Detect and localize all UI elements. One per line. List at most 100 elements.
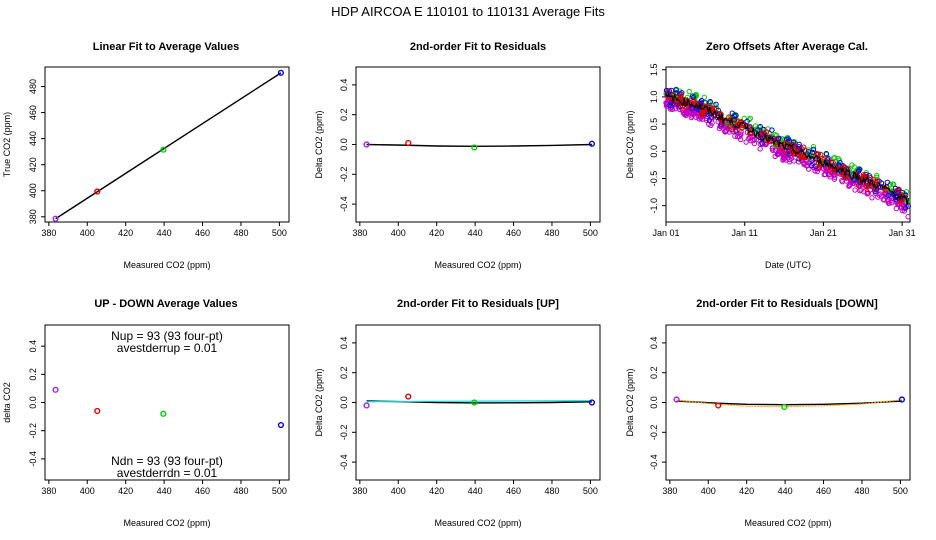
x-axis-label: Date (UTC) (765, 260, 811, 270)
y-tick-label: 420 (28, 157, 38, 172)
y-axis-label: delta CO2 (2, 382, 12, 423)
offset-point (869, 195, 875, 201)
panel-title: Zero Offsets After Average Cal. (706, 41, 868, 53)
offset-point (739, 124, 745, 131)
offset-point (873, 185, 879, 191)
offset-point (689, 105, 695, 112)
offset-point (708, 122, 714, 129)
offset-point (885, 192, 892, 199)
offset-point (849, 162, 855, 168)
offset-point (713, 101, 719, 107)
data-point-red (405, 139, 412, 147)
offset-point (701, 104, 707, 111)
x-tick-label: 480 (233, 228, 248, 238)
data-point-blue (898, 396, 906, 403)
x-tick-label: 440 (778, 486, 793, 496)
x-tick-label: 460 (816, 486, 831, 496)
axis-ticks: 380 400 420 440 460 480 500 -0.4 -0.2 0.0 0.2 0.4 (649, 337, 908, 496)
offset-point (693, 93, 700, 99)
x-tick-label: 400 (80, 486, 95, 496)
y-tick-label: 440 (28, 131, 38, 146)
y-tick-label: -1.0 (649, 198, 659, 214)
offset-point (800, 153, 806, 160)
data-point-green (781, 403, 788, 411)
annotation-ndn: Ndn = 93 (93 four-pt) (111, 454, 223, 468)
y-tick-label: 0.4 (339, 79, 349, 92)
page-title: HDP AIRCOA E 110101 to 110131 Average Fi… (331, 4, 605, 19)
offset-point (852, 187, 858, 193)
x-axis-label: Measured CO2 (ppm) (123, 260, 210, 270)
fit-line-black (676, 400, 902, 406)
x-tick-label: Jan 31 (889, 228, 916, 238)
x-tick-label: 400 (701, 486, 716, 496)
x-axis-label: Measured CO2 (ppm) (123, 518, 210, 528)
offset-point (679, 102, 686, 109)
y-tick-label: 0.2 (649, 366, 659, 379)
offset-point (799, 155, 805, 161)
x-tick-label: 500 (272, 228, 287, 238)
y-tick-label: 0.2 (28, 368, 38, 381)
offset-point (883, 184, 889, 190)
data-marks (673, 396, 906, 411)
x-tick-label: 380 (662, 486, 677, 496)
x-tick-label: 480 (854, 486, 869, 496)
x-tick-label: Jan 01 (652, 228, 679, 238)
offset-point (788, 155, 795, 161)
annotation-avestderrup: avestderrup = 0.01 (117, 341, 218, 355)
y-tick-label: 0.0 (339, 138, 349, 151)
panel-residuals-up: 2nd-order Fit to Residuals [UP] 380 400 42… (314, 298, 601, 528)
x-tick-label: 420 (429, 228, 444, 238)
offset-point (770, 147, 776, 153)
offset-point (769, 127, 775, 133)
panel-residuals: 2nd-order Fit to Residuals 380 400 420 440 4… (314, 41, 601, 270)
offset-point (813, 163, 819, 170)
y-axis-label: Delta CO2 (ppm) (314, 368, 324, 436)
offset-point (723, 127, 730, 134)
data-marks (363, 393, 596, 409)
offset-point (837, 160, 843, 166)
y-tick-label: 1.5 (649, 63, 659, 76)
running-mean-line (665, 92, 910, 205)
y-tick-label: -0.2 (339, 425, 349, 441)
offset-point (761, 130, 767, 137)
plot-frame (44, 66, 290, 223)
plot-frame (665, 66, 911, 223)
offset-point (673, 86, 679, 93)
fit-line-orange (676, 399, 902, 408)
offset-point (737, 136, 744, 143)
offset-point (750, 137, 756, 144)
offset-point (701, 94, 708, 101)
offset-point (763, 129, 770, 135)
data-point-red (715, 402, 722, 409)
offset-point (810, 146, 817, 153)
x-tick-label: 480 (233, 486, 248, 496)
offset-point (905, 214, 911, 220)
y-tick-label: -0.4 (28, 451, 38, 467)
x-tick-label: 420 (118, 228, 133, 238)
y-tick-label: 0.4 (649, 337, 659, 350)
x-tick-label: 460 (506, 228, 521, 238)
data-point-green (160, 410, 167, 417)
panel-title: 2nd-order Fit to Residuals [UP] (397, 298, 559, 310)
y-tick-label: 380 (28, 209, 38, 224)
offset-point (759, 140, 765, 146)
offset-point (670, 92, 677, 98)
offset-point (810, 144, 817, 150)
x-tick-label: 480 (544, 486, 559, 496)
offset-point (706, 117, 713, 124)
x-tick-label: 500 (272, 486, 287, 496)
offset-point (678, 91, 685, 98)
x-tick-label: 480 (544, 228, 559, 238)
y-tick-label: 0.0 (649, 396, 659, 409)
x-tick-label: Jan 21 (810, 228, 837, 238)
data-point-purple (363, 141, 370, 148)
x-tick-label: 440 (468, 228, 483, 238)
y-tick-label: 460 (28, 105, 38, 120)
offset-point (776, 135, 782, 142)
x-tick-label: 500 (583, 486, 598, 496)
panel-linear-fit: Linear Fit to Average Values 380 400 420 44… (2, 41, 290, 270)
offset-point (805, 149, 812, 155)
data-point-purple (673, 396, 680, 403)
axis-ticks: 380 400 420 440 460 480 500 -0.4 -0.2 0.0 0.2 0.4 (339, 337, 598, 496)
